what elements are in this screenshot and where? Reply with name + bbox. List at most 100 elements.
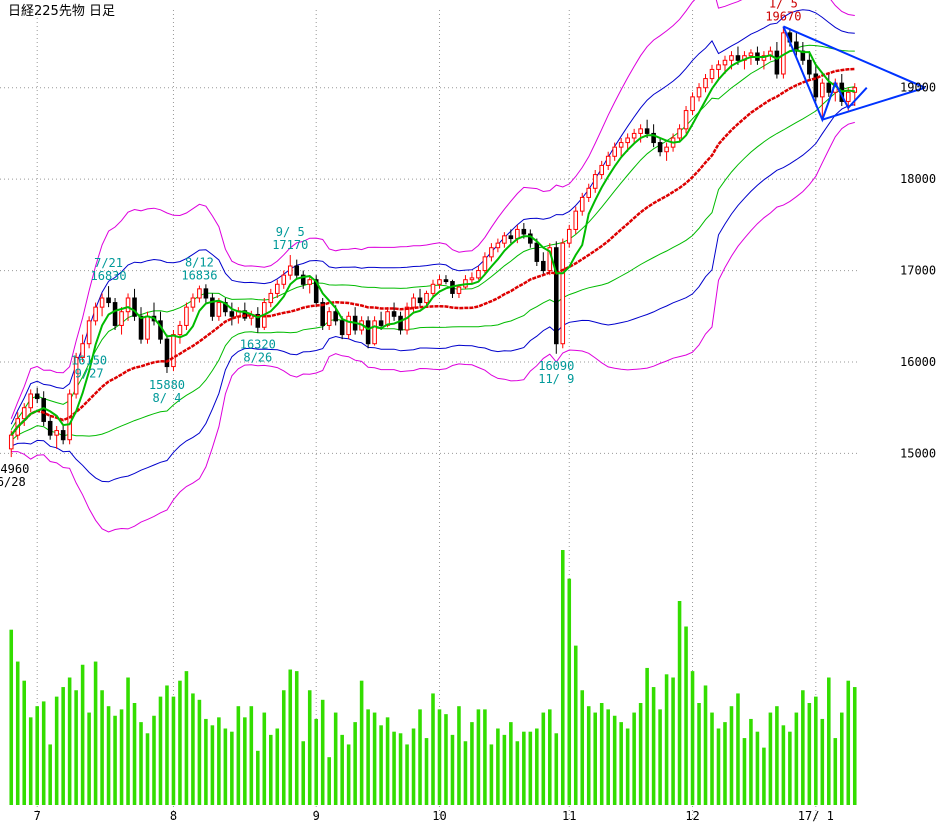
candle-body — [411, 297, 416, 308]
volume-bar — [852, 687, 857, 805]
candle-body — [339, 320, 345, 336]
candle-body — [534, 242, 540, 262]
candle — [566, 224, 572, 248]
candle — [456, 284, 462, 298]
volume-bar — [755, 731, 760, 805]
candle — [683, 106, 689, 134]
band-layer — [10, 0, 855, 533]
volume-bar — [35, 706, 39, 805]
volume-bar — [846, 680, 851, 805]
candle-body — [709, 68, 715, 80]
candle-body — [177, 324, 183, 336]
candle — [86, 316, 92, 349]
candle-body — [696, 87, 702, 98]
candle-body — [703, 78, 708, 89]
volume-bar — [54, 696, 59, 805]
candle — [378, 311, 384, 330]
candle-body — [294, 265, 300, 276]
candle — [339, 316, 345, 340]
candle — [203, 284, 209, 303]
candle-body — [826, 82, 832, 93]
candle — [307, 275, 313, 294]
candle-body — [625, 137, 630, 144]
annotation-line2: 8/ 4 — [153, 391, 182, 405]
candle — [599, 160, 604, 180]
volume-bar — [749, 718, 753, 805]
candle-body — [197, 288, 202, 299]
candle-body — [190, 297, 196, 308]
band-3sigma-upper — [10, 0, 855, 419]
candle — [223, 298, 228, 317]
volume-bar — [489, 744, 494, 805]
volume-bar — [801, 690, 805, 805]
candle — [119, 307, 124, 335]
volume-bar — [269, 734, 273, 805]
candle — [612, 142, 617, 161]
candle — [73, 352, 79, 399]
candle — [287, 255, 293, 280]
candle — [54, 426, 59, 449]
candle-body — [365, 320, 371, 345]
annotation-line2: 9/27 — [75, 366, 104, 380]
candle — [274, 279, 280, 298]
volume-bar — [762, 747, 766, 805]
candle — [294, 259, 300, 280]
candle-body — [553, 247, 559, 345]
annotation-line2: 16830 — [91, 269, 127, 283]
annotation-line2: 8/26 — [243, 351, 272, 365]
candle-body — [417, 297, 423, 304]
volume-bar — [152, 715, 156, 805]
volume-bar — [87, 712, 91, 805]
band-2sigma-lower — [11, 104, 855, 483]
candle-layer — [8, 26, 858, 458]
candle — [547, 243, 553, 276]
x-tick-label: 10 — [432, 809, 446, 823]
candle — [553, 241, 559, 354]
candle — [605, 151, 611, 170]
candle — [826, 74, 832, 97]
volume-bar — [690, 671, 695, 805]
volume-bar — [820, 718, 825, 805]
candle — [132, 288, 137, 321]
candle-body — [592, 174, 598, 189]
volume-bar — [392, 731, 396, 805]
candle — [820, 78, 825, 120]
volume-bar — [22, 680, 27, 805]
x-tick-label: 11 — [562, 809, 576, 823]
candle-body — [443, 279, 449, 283]
volume-bar — [178, 680, 182, 805]
volume-bar — [210, 725, 215, 805]
volume-bar — [294, 671, 299, 805]
volume-bar — [645, 667, 649, 805]
volume-bar — [9, 629, 14, 805]
volume-bar — [606, 709, 610, 805]
y-tick-label: 15000 — [900, 446, 936, 460]
volume-bar — [450, 734, 455, 805]
candle-body — [683, 110, 689, 130]
candle — [677, 124, 682, 143]
annotation-line1: 15880 — [149, 378, 185, 392]
ma5-line — [10, 49, 855, 436]
annotation-line1: 16150 — [71, 353, 107, 367]
candle — [781, 26, 786, 79]
volume-bar — [249, 706, 254, 805]
candle-body — [307, 279, 313, 285]
candle-body — [508, 235, 514, 240]
candle — [164, 334, 170, 373]
volume-bar — [184, 671, 189, 805]
volume-bar — [385, 717, 390, 805]
candle-body — [300, 274, 306, 285]
candle-body — [651, 132, 656, 144]
volume-bar — [476, 709, 481, 805]
candle-body — [437, 279, 442, 285]
candle — [489, 243, 494, 262]
candle-body — [378, 320, 384, 326]
candle — [573, 206, 579, 234]
candle-body — [813, 73, 819, 98]
candle-body — [326, 311, 332, 326]
annotation-line1: 9/ 5 — [276, 225, 305, 239]
y-tick-label: 19000 — [900, 81, 936, 95]
candle — [229, 302, 235, 326]
candle — [443, 275, 449, 285]
